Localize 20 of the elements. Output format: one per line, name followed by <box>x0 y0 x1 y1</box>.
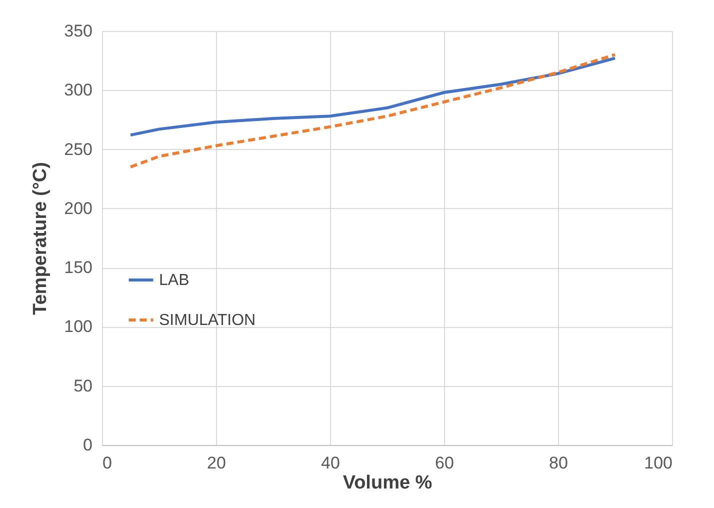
x-tick-label: 40 <box>321 454 340 472</box>
x-tick-label: 80 <box>549 454 568 472</box>
y-tick-label: 50 <box>74 376 92 396</box>
x-tick-label: 100 <box>644 454 672 472</box>
x-tick-label: 20 <box>207 454 226 472</box>
y-tick-label: 200 <box>64 198 92 218</box>
y-tick-label: 350 <box>64 22 92 40</box>
y-tick-label: 0 <box>83 436 92 454</box>
line-series <box>129 56 616 137</box>
y-tick-label: 250 <box>64 140 92 159</box>
legend-label: LAB <box>159 272 190 289</box>
y-axis-title: Temperature (°C) <box>30 162 52 315</box>
y-tick-label: 150 <box>64 258 92 278</box>
line-series <box>129 53 616 169</box>
y-tick-label: 100 <box>64 317 92 336</box>
x-axis-title: Volume % <box>342 472 432 494</box>
legend-label: SIMULATION <box>159 312 256 329</box>
y-tick-label: 300 <box>64 80 92 100</box>
x-tick-label: 60 <box>435 454 454 472</box>
x-tick-label: 0 <box>102 454 112 472</box>
